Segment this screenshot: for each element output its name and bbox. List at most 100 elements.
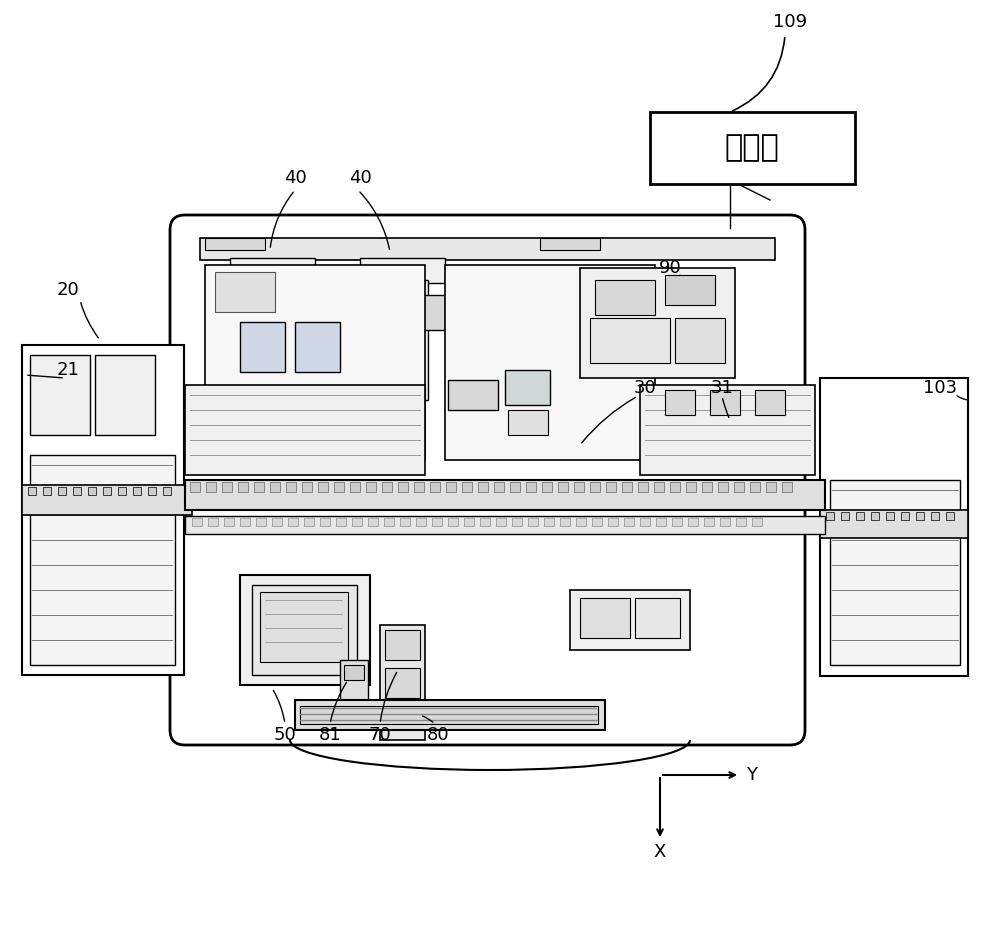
Bar [190,482,200,492]
Bar [755,390,785,415]
Text: 30: 30 [634,379,656,397]
Text: 90: 90 [659,259,681,277]
Bar [496,518,506,526]
Bar [205,238,265,250]
Bar [385,668,420,698]
Bar [654,482,664,492]
Bar [622,482,632,492]
Bar [295,700,605,730]
Bar [432,518,442,526]
Bar [650,112,855,184]
Bar [670,482,680,492]
Text: 50: 50 [274,726,296,744]
Bar [782,482,792,492]
Bar [595,280,655,315]
Bar [830,480,960,665]
Bar [30,455,175,665]
Bar [416,518,426,526]
Text: Y: Y [746,766,758,784]
Bar [260,592,348,662]
Bar [841,512,849,520]
Bar [430,482,440,492]
Bar [766,482,776,492]
Bar [402,300,420,310]
Text: 40: 40 [284,169,306,187]
Bar [286,482,296,492]
Bar [448,518,458,526]
Bar [185,480,825,510]
Text: 109: 109 [773,13,807,31]
Bar [580,268,735,378]
Bar [826,512,834,520]
Bar [542,482,552,492]
Bar [215,272,275,312]
Bar [574,482,584,492]
Text: 103: 103 [923,379,957,397]
FancyBboxPatch shape [170,215,805,745]
Bar [185,385,425,475]
Bar [820,510,968,538]
Bar [88,487,96,495]
Bar [675,318,725,363]
Bar [256,518,266,526]
Bar [656,518,666,526]
Bar [30,355,90,435]
Bar [686,482,696,492]
Bar [272,300,290,310]
Bar [702,482,712,492]
Bar [384,518,394,526]
Bar [340,660,368,710]
Bar [302,482,312,492]
Bar [398,482,408,492]
Bar [235,295,315,330]
Bar [222,482,232,492]
Bar [544,518,554,526]
Bar [344,665,364,680]
Circle shape [258,277,264,283]
Bar [946,512,954,520]
Text: 80: 80 [427,726,449,744]
Bar [510,482,520,492]
Circle shape [240,295,246,301]
Bar [590,318,670,363]
Bar [704,518,714,526]
Bar [103,487,111,495]
Bar [462,482,472,492]
Bar [901,512,909,520]
Bar [665,390,695,415]
Bar [148,487,156,495]
Bar [28,487,36,495]
Bar [560,518,570,526]
Bar [240,575,370,685]
Bar [580,598,630,638]
Bar [480,518,490,526]
Text: 81: 81 [319,726,341,744]
Bar [916,512,924,520]
Bar [378,280,428,400]
Circle shape [222,277,228,283]
Bar [192,518,202,526]
Bar [478,482,488,492]
Bar [252,585,357,675]
Bar [856,512,864,520]
Bar [558,482,568,492]
Bar [248,280,298,400]
Bar [73,487,81,495]
Bar [688,518,698,526]
Bar [95,355,155,435]
Bar [750,482,760,492]
Bar [718,482,728,492]
Text: 控制器: 控制器 [725,133,779,163]
Bar [931,512,939,520]
Bar [608,518,618,526]
Bar [385,630,420,660]
Bar [734,482,744,492]
Bar [508,410,548,435]
Bar [382,482,392,492]
Bar [505,370,550,405]
Bar [206,482,216,492]
Bar [526,482,536,492]
Bar [820,378,968,676]
Bar [606,482,616,492]
Bar [590,482,600,492]
